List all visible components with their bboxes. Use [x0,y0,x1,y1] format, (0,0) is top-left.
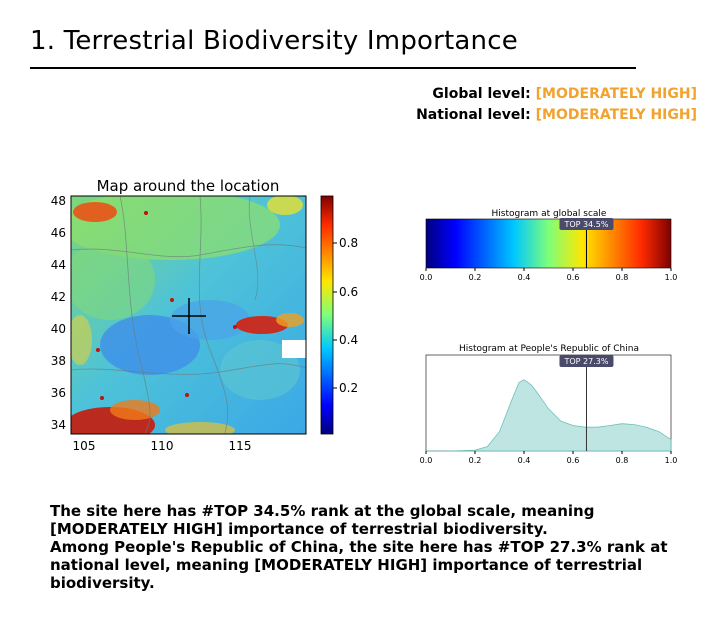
national-x-tick: 1.0 [665,456,678,465]
national-chart-title: Histogram at People's Republic of China [459,344,639,354]
colorbar-tick: 0.2 [339,381,358,395]
global-x-tick: 0.4 [518,273,531,282]
national-marker-badge [559,355,614,367]
national-x-tick: 0.8 [616,456,629,465]
global-x-tick: 0.0 [420,273,433,282]
national-marker-label: TOP 27.3% [563,357,608,366]
map-y-tick: 42 [51,290,66,304]
map-y-tick: 46 [51,226,66,240]
global-x-tick: 0.6 [567,273,580,282]
national-x-axis: 0.0 0.2 0.4 0.6 0.8 1.0 [420,451,678,465]
map-x-tick: 115 [229,439,252,453]
map-colorbar [320,195,334,435]
global-marker-badge [559,218,614,230]
national-density-area [426,379,672,452]
map-y-axis: 48 46 44 42 40 38 36 34 [51,194,66,432]
map-y-tick: 38 [51,354,66,368]
title-divider [30,67,636,69]
map-y-tick: 36 [51,386,66,400]
global-level-row: Global level: [MODERATELY HIGH] [416,84,697,105]
national-level-row: National level: [MODERATELY HIGH] [416,105,697,126]
map-x-tick: 110 [151,439,174,453]
national-x-tick: 0.0 [420,456,433,465]
colorbar-ticks: 0.8 0.6 0.4 0.2 [333,236,358,395]
global-colormap-bar [425,218,672,269]
map-y-tick: 44 [51,258,66,272]
national-x-tick: 0.6 [567,456,580,465]
national-level-label: National level: [416,107,531,123]
map-x-tick: 105 [73,439,96,453]
importance-levels: Global level: [MODERATELY HIGH] National… [416,84,697,126]
global-level-label: Global level: [432,86,531,102]
map-y-tick: 34 [51,418,66,432]
page-title: 1. Terrestrial Biodiversity Importance [30,26,518,56]
summary-national: Among People's Republic of China, the si… [50,538,668,592]
global-x-tick: 0.8 [616,273,629,282]
global-chart-title: Histogram at global scale [492,209,607,219]
map-y-tick: 40 [51,322,66,336]
map-title: Map around the location [97,177,280,195]
national-x-tick: 0.4 [518,456,531,465]
national-x-tick: 0.2 [469,456,482,465]
global-x-tick: 0.2 [469,273,482,282]
colorbar-tick: 0.6 [339,285,358,299]
summary-global: The site here has #TOP 34.5% rank at the… [50,502,595,538]
map-y-tick: 48 [51,194,66,208]
global-marker-label: TOP 34.5% [563,220,608,229]
national-level-value: [MODERATELY HIGH] [535,107,697,123]
global-level-value: [MODERATELY HIGH] [535,86,697,102]
global-x-axis: 0.0 0.2 0.4 0.6 0.8 1.0 [420,268,678,282]
colorbar-tick: 0.4 [339,333,358,347]
map-x-axis: 105 110 115 [73,439,252,453]
colorbar-tick: 0.8 [339,236,358,250]
summary-text: The site here has #TOP 34.5% rank at the… [50,502,690,592]
global-x-tick: 1.0 [665,273,678,282]
